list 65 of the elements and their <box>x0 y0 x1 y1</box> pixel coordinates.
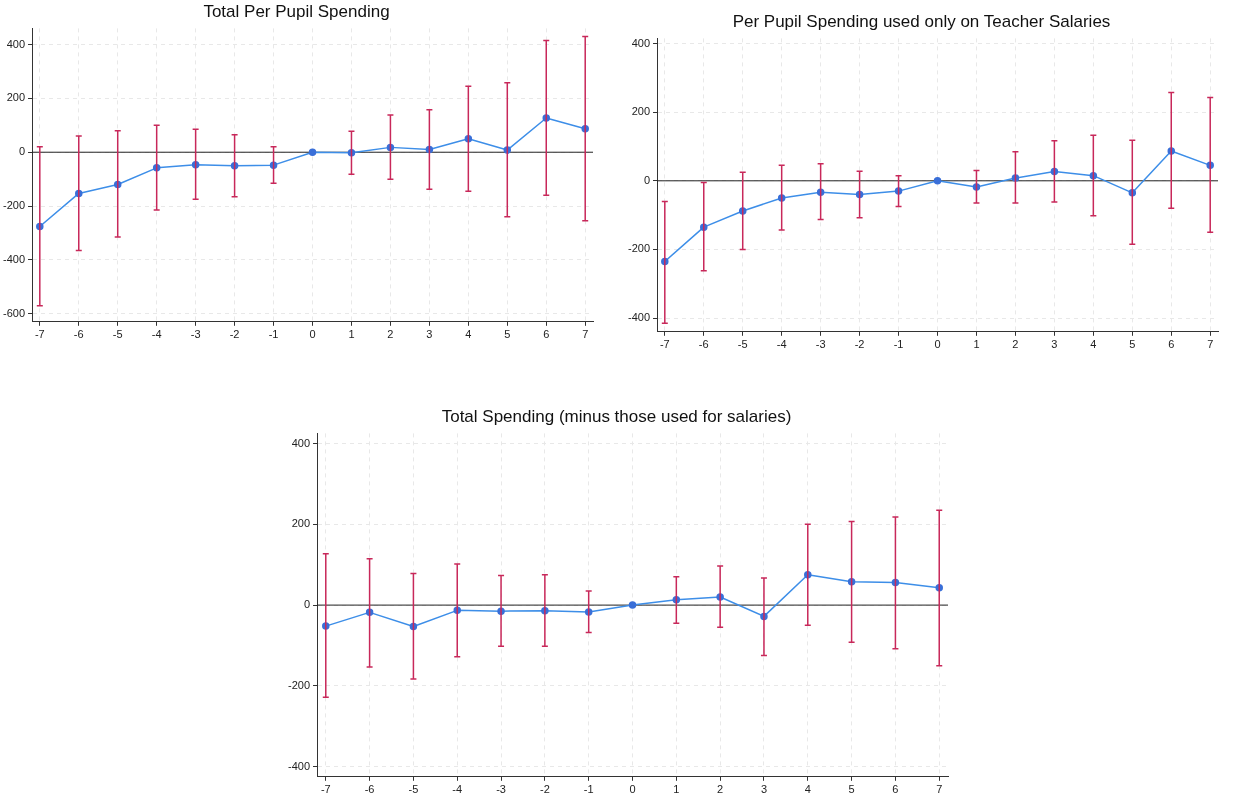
x-tick-label: -4 <box>776 338 787 351</box>
x-tick-label: 3 <box>426 328 433 341</box>
x-tick-label: 2 <box>717 783 724 796</box>
x-tick-label: 7 <box>582 328 589 341</box>
x-tick-label: -6 <box>364 783 375 796</box>
x-tick-label: 0 <box>934 338 941 351</box>
x-tick-label: 3 <box>760 783 768 796</box>
y-tick-label: 200 <box>631 105 651 118</box>
x-tick-label: 2 <box>387 328 394 341</box>
x-tick-label: -1 <box>268 328 279 341</box>
x-tick-label: 2 <box>1012 338 1019 351</box>
x-tick-label: -3 <box>190 328 201 341</box>
y-tick-label: -400 <box>2 252 26 265</box>
x-tick-label: 5 <box>848 783 855 796</box>
x-tick-label: -5 <box>737 338 748 351</box>
y-tick-label: 200 <box>6 91 26 104</box>
y-tick-label: 400 <box>291 436 311 449</box>
y-tick-label: -200 <box>627 242 651 255</box>
x-tick-label: 5 <box>1129 338 1136 351</box>
x-tick-label: -4 <box>452 783 463 796</box>
point <box>308 148 317 156</box>
x-tick-label: -2 <box>539 783 550 796</box>
x-tick-label: 3 <box>1051 338 1058 351</box>
x-tick-label: -7 <box>320 783 331 796</box>
point <box>628 601 637 609</box>
x-tick-label: 7 <box>936 783 943 796</box>
y-tick-label: -600 <box>2 306 26 319</box>
x-tick-label: -2 <box>229 328 240 341</box>
x-tick-label: 1 <box>673 783 680 796</box>
x-tick-label: -4 <box>151 328 162 341</box>
y-tick-label: -400 <box>287 759 311 772</box>
chart-title: Per Pupil Spending used only on Teacher Salaries <box>732 11 1111 31</box>
x-tick-label: 1 <box>348 328 355 341</box>
x-tick-label: -1 <box>583 783 594 796</box>
x-tick-label: 7 <box>1207 338 1214 351</box>
x-tick-label: 1 <box>973 338 980 351</box>
x-tick-label: -6 <box>698 338 709 351</box>
y-tick-label: -200 <box>2 199 26 212</box>
x-tick-label: -7 <box>34 328 45 341</box>
y-tick-label: -200 <box>287 678 311 691</box>
y-tick-label: -400 <box>627 311 651 324</box>
y-tick-label: 0 <box>303 598 311 611</box>
point <box>933 177 942 185</box>
chart-title: Total Per Pupil Spending <box>203 1 390 21</box>
x-tick-label: 6 <box>543 328 550 341</box>
y-tick-label: 200 <box>291 517 311 530</box>
chart-title: Total Spending (minus those used for salaries) <box>441 406 792 426</box>
x-tick-label: 5 <box>504 328 511 341</box>
x-tick-label: 4 <box>1090 338 1097 351</box>
x-tick-label: -3 <box>815 338 826 351</box>
x-tick-label: 4 <box>465 328 472 341</box>
x-tick-label: -1 <box>893 338 904 351</box>
y-tick-label: 400 <box>6 37 26 50</box>
x-tick-label: 6 <box>892 783 899 796</box>
x-tick-label: -3 <box>496 783 506 796</box>
x-tick-label: -2 <box>854 338 865 351</box>
x-tick-label: -5 <box>408 783 419 796</box>
x-tick-label: 6 <box>1168 338 1175 351</box>
x-tick-label: -5 <box>112 328 123 341</box>
y-tick-label: 0 <box>643 173 651 186</box>
x-tick-label: -6 <box>73 328 84 341</box>
x-tick-label: -7 <box>659 338 670 351</box>
y-tick-label: 0 <box>18 145 26 158</box>
x-tick-label: 4 <box>804 783 811 796</box>
y-tick-label: 400 <box>631 36 651 49</box>
